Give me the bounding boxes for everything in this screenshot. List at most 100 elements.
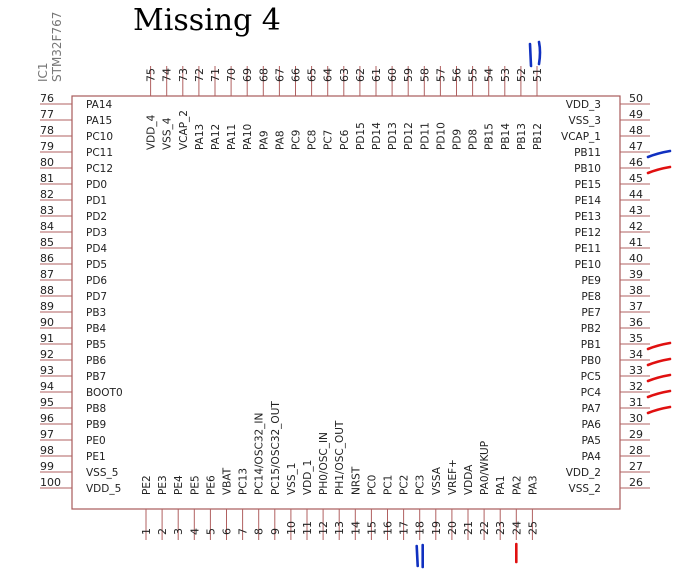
pin-number: 96 xyxy=(40,412,54,425)
pin-number: 90 xyxy=(40,316,54,329)
pin-name: PC6 xyxy=(339,129,351,150)
pen-mark xyxy=(646,165,672,175)
pin-name: PC3 xyxy=(415,475,427,495)
pin-number: 67 xyxy=(273,68,286,82)
pin-name: PE9 xyxy=(581,275,601,287)
pin-name: PB9 xyxy=(86,419,106,431)
pin-number: 9 xyxy=(269,528,282,535)
pin-number: 99 xyxy=(40,460,54,473)
pin-name: PD14 xyxy=(371,122,383,150)
pin-name: PE15 xyxy=(575,179,601,191)
pin-number: 91 xyxy=(40,332,54,345)
pin-number: 56 xyxy=(451,68,464,82)
pin-number: 94 xyxy=(40,380,54,393)
pin-name: PE7 xyxy=(581,307,601,319)
pin-name: PA9 xyxy=(258,130,270,150)
pin-name: PD3 xyxy=(86,227,107,239)
pin-name: VDD_1 xyxy=(302,460,314,495)
pin-number: 18 xyxy=(414,521,427,535)
pin-name: BOOT0 xyxy=(86,387,123,399)
pin-name: PA11 xyxy=(226,124,238,150)
pin-number: 29 xyxy=(629,428,643,441)
pin-number: 16 xyxy=(382,521,395,535)
pin-number: 93 xyxy=(40,364,54,377)
pin-name: PC1 xyxy=(383,475,395,495)
pin-number: 54 xyxy=(483,68,496,82)
pin-number: 57 xyxy=(434,68,447,82)
pin-number: 73 xyxy=(177,68,190,82)
pin-name: PE2 xyxy=(141,475,153,495)
pin-name: PB15 xyxy=(484,123,496,150)
pin-name: PB0 xyxy=(581,355,601,367)
pin-number: 69 xyxy=(241,68,254,82)
pin-number: 5 xyxy=(204,528,217,535)
pin-number: 81 xyxy=(40,172,54,185)
pin-name: PD10 xyxy=(435,122,447,150)
pin-name: PA7 xyxy=(581,403,601,415)
pin-number: 32 xyxy=(629,380,643,393)
pin-number: 47 xyxy=(629,140,643,153)
pen-mark xyxy=(646,389,672,399)
pin-number: 77 xyxy=(40,108,54,121)
pin-name: PA12 xyxy=(210,124,222,150)
pin-number: 38 xyxy=(629,284,643,297)
pin-number: 61 xyxy=(370,68,383,82)
pin-number: 15 xyxy=(365,521,378,535)
pin-name: PE5 xyxy=(189,475,201,495)
pin-name: PD11 xyxy=(419,122,431,150)
pin-name: PC5 xyxy=(581,371,601,383)
pin-number: 6 xyxy=(221,528,234,535)
pin-name: VDD_3 xyxy=(566,99,601,111)
pin-name: NRST xyxy=(350,466,362,495)
pin-number: 95 xyxy=(40,396,54,409)
pin-name: PA15 xyxy=(86,115,112,127)
pin-name: VREF+ xyxy=(447,459,459,495)
pin-name: PB2 xyxy=(581,323,601,335)
pin-number: 85 xyxy=(40,236,54,249)
pin-number: 58 xyxy=(418,68,431,82)
pin-name: PE11 xyxy=(575,243,601,255)
pin-number: 34 xyxy=(629,348,643,361)
pin-number: 86 xyxy=(40,252,54,265)
pin-name: PB13 xyxy=(516,123,528,150)
pin-number: 42 xyxy=(629,220,643,233)
pin-number: 72 xyxy=(193,68,206,82)
pin-number: 26 xyxy=(629,476,643,489)
pin-name: PD0 xyxy=(86,179,107,191)
pin-number: 19 xyxy=(430,521,443,535)
pin-name: PB12 xyxy=(532,123,544,150)
pen-mark xyxy=(646,405,672,415)
pin-number: 21 xyxy=(462,521,475,535)
pin-name: PD8 xyxy=(468,129,480,150)
pen-mark xyxy=(646,149,672,159)
pin-number: 20 xyxy=(446,521,459,535)
pin-name: PD9 xyxy=(452,129,464,150)
pin-name: PB3 xyxy=(86,307,106,319)
pin-name: PC9 xyxy=(291,130,303,150)
pin-name: PC7 xyxy=(323,130,335,150)
pen-mark xyxy=(528,40,542,68)
pin-number: 55 xyxy=(467,68,480,82)
pin-number: 33 xyxy=(629,364,643,377)
pin-number: 52 xyxy=(515,68,528,82)
pin-name: PA4 xyxy=(581,451,601,463)
pin-number: 49 xyxy=(629,108,643,121)
pin-number: 75 xyxy=(145,68,158,82)
pin-number: 79 xyxy=(40,140,54,153)
pin-name: VDD_5 xyxy=(86,483,121,495)
pin-number: 36 xyxy=(629,316,643,329)
pin-number: 43 xyxy=(629,204,643,217)
pin-name: PA14 xyxy=(86,99,113,111)
pin-number: 2 xyxy=(156,528,169,535)
pin-number: 76 xyxy=(40,92,54,105)
pin-number: 80 xyxy=(40,156,54,169)
pin-number: 48 xyxy=(629,124,643,137)
pin-number: 64 xyxy=(322,68,335,82)
pin-name: PA2 xyxy=(511,475,523,495)
pin-number: 4 xyxy=(188,528,201,535)
pin-name: PB11 xyxy=(574,147,601,159)
pin-name: PA3 xyxy=(527,475,539,495)
handwritten-marks xyxy=(415,40,672,569)
